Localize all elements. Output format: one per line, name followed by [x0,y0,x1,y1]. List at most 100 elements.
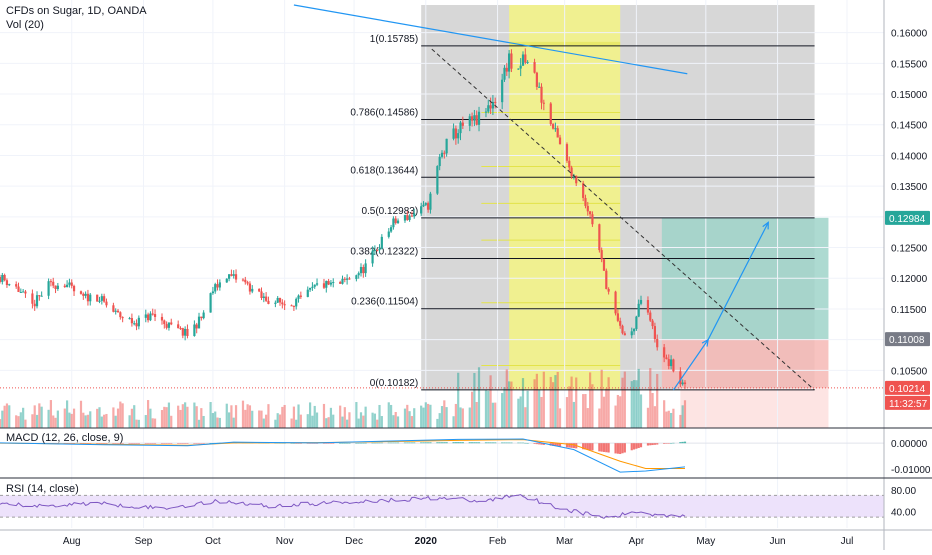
candle-body [440,152,444,157]
candle-body [503,67,506,80]
volume-bar [311,415,314,428]
candle-body [373,250,376,252]
macd-histogram-bar [635,443,638,449]
volume-bar [19,412,22,428]
candle-body [494,101,497,103]
volume-bar [267,404,270,428]
volume-bar [308,402,312,428]
candle-body [341,278,344,284]
candle-body [200,316,203,319]
candle-body [584,197,587,206]
candle-body [202,312,205,319]
macd-histogram-bar [89,443,92,444]
volume-bar [489,375,492,428]
candle-body [679,371,682,385]
candle-body [267,300,270,304]
candle-body [672,359,675,372]
macd-histogram-bar [292,443,295,444]
candle-body [251,288,254,292]
volume-bar [278,414,282,428]
time-tick-label: Sep [135,536,153,547]
candle-body [24,291,27,294]
volume-bar [299,414,302,428]
candle-body [470,116,474,121]
candle-body [487,105,490,112]
candle-body [491,101,495,109]
candle-body [565,144,569,161]
volume-bar [86,414,90,428]
macd-histogram-bar [160,443,164,444]
volume-bar [251,410,254,428]
candle-body [306,289,309,297]
macd-histogram-bar [403,442,407,444]
candle-body [197,316,201,329]
candle-body [52,281,55,286]
fib-level-label: 0.236(0.11504) [351,297,418,308]
candle-body [96,294,99,302]
candle-body [17,286,20,292]
candle-body [214,284,217,292]
volume-bar [542,371,545,428]
volume-bar [232,417,235,428]
volume-bar [621,377,624,428]
candle-body [329,282,333,285]
volume-bar [276,413,279,428]
candle-body [290,305,293,307]
candle-body [332,282,335,284]
macd-histogram-bar [535,443,538,445]
volume-bar [167,402,171,428]
macd-histogram-bar [440,442,444,444]
macd-histogram-bar [116,443,120,444]
volume-bar [410,416,414,428]
volume-bar [15,415,18,428]
macd-histogram-bar [149,443,152,444]
candle-body [600,250,603,260]
macd-histogram-bar [632,443,636,450]
macd-histogram-bar [672,442,675,444]
volume-bar [0,419,2,428]
candle-body [653,326,656,340]
price-tick-label: 0.16000 [891,29,928,40]
candle-body [683,382,687,385]
candle-body [130,318,134,324]
candle-body [408,215,411,220]
candle-body [274,302,277,304]
candle-body [436,166,439,194]
macd-histogram-bar [524,442,527,444]
volume-bar [197,419,201,428]
candle-body [151,313,154,315]
volume-bar [246,404,249,428]
price-badge-target [885,210,930,225]
volume-bar [420,405,423,428]
volume-bar [89,411,92,428]
volume-bar [508,381,511,428]
candle-body [477,111,481,125]
volume-bar [403,408,407,428]
candle-body [508,53,511,72]
volume-bar [96,408,99,428]
projection-shade [680,387,829,428]
candle-body [22,291,25,293]
candle-body [234,274,238,280]
volume-bar [424,402,427,428]
time-tick-label: Feb [489,536,507,547]
candle-body [179,328,182,330]
candle-body [371,250,374,264]
candle-body [591,214,594,225]
price-tick-label: 0.12000 [891,274,928,285]
candle-body [133,323,136,325]
macd-histogram-bar [165,443,168,444]
candle-body [193,324,196,337]
volume-bar [66,400,69,428]
macd-histogram-bar [137,443,140,444]
candle-body [457,133,460,139]
candle-body [283,304,286,306]
candle-body [570,167,573,177]
volume-bar [68,412,71,428]
time-tick-label: Dec [345,536,363,547]
volume-bar [649,368,652,428]
macd-histogram-bar [683,441,687,444]
macd-histogram-bar [144,443,147,444]
